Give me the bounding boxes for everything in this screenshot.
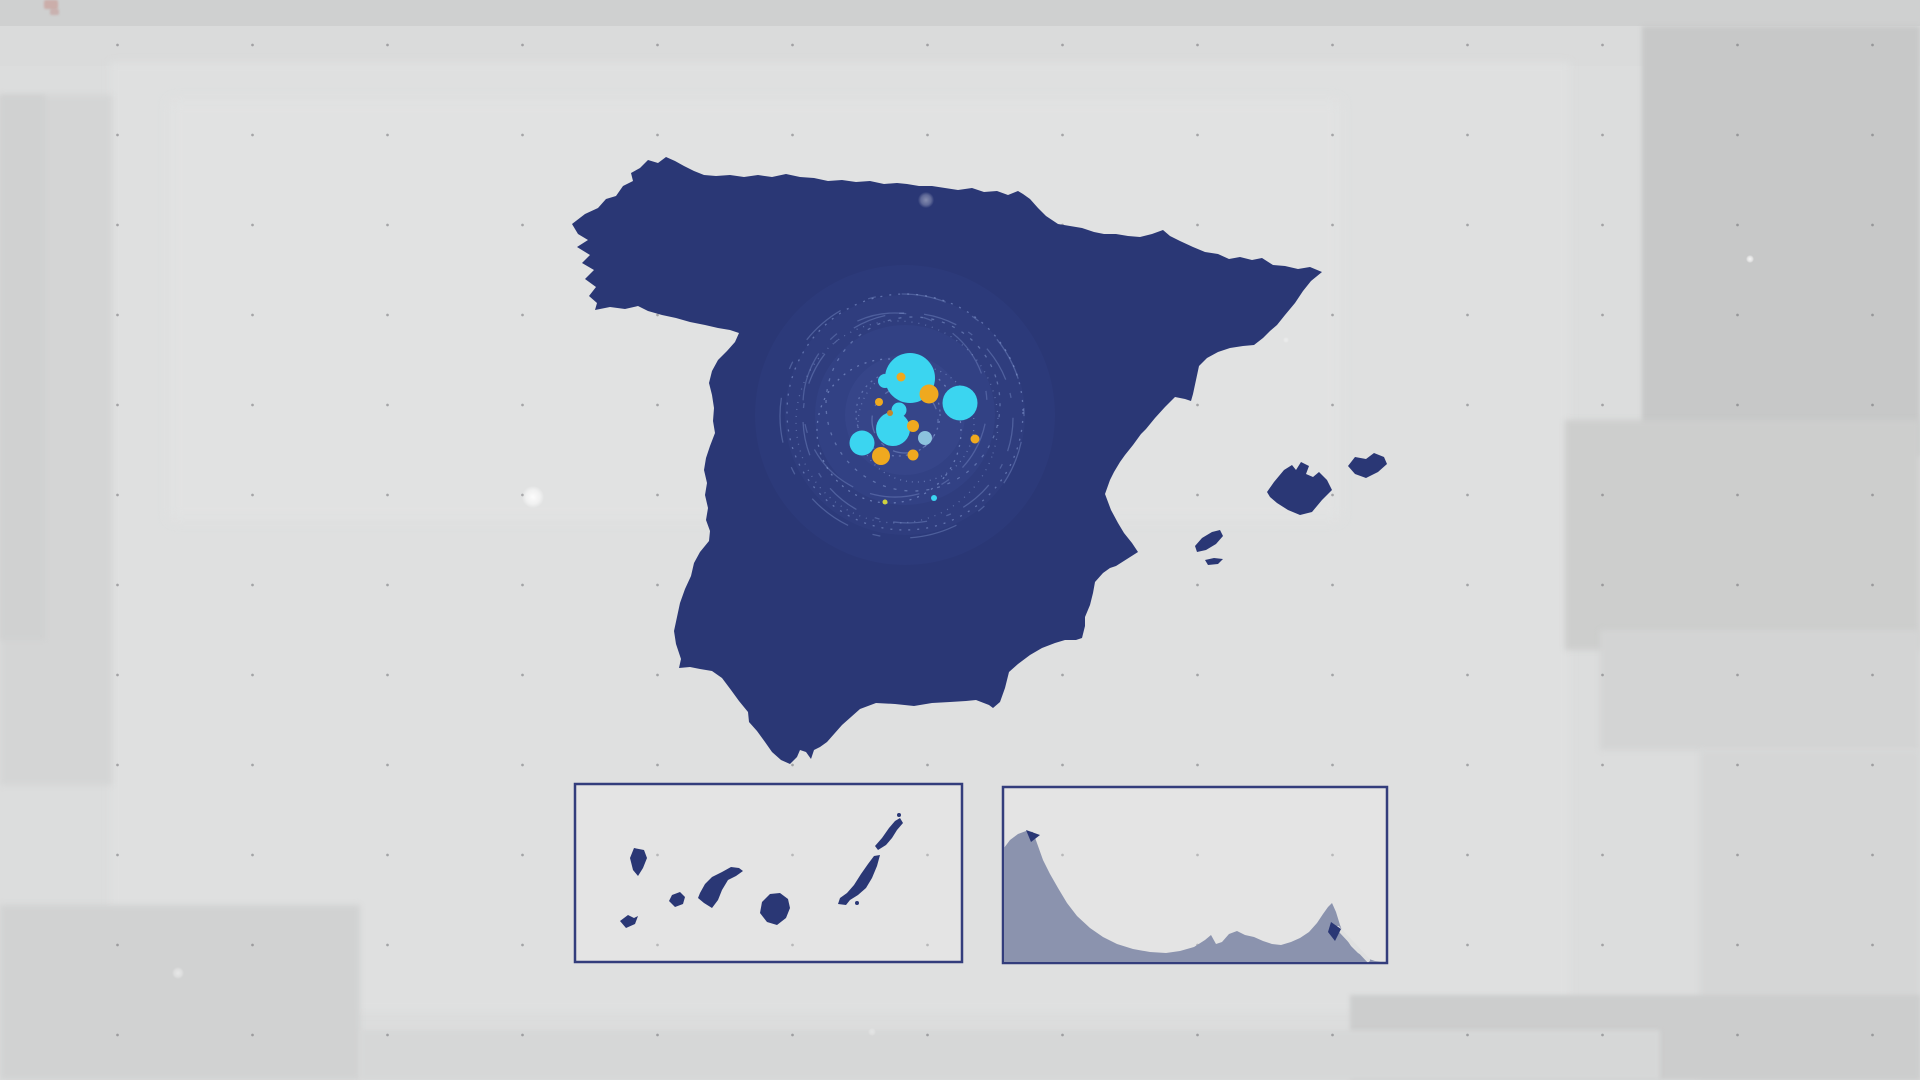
orbit-ring [816, 358, 962, 504]
map-marker-lime [882, 499, 888, 505]
map-marker-orange [875, 398, 883, 406]
map-marker-cyan [878, 374, 892, 388]
canary-islands-inset [573, 782, 964, 964]
ibiza-island [1195, 530, 1223, 552]
map-marker-orange [907, 420, 919, 432]
menorca-island [1348, 453, 1387, 478]
canary-inset-border [573, 782, 964, 964]
map-markers [849, 353, 980, 505]
map-marker-cyan [931, 495, 937, 501]
balearic-islands [1195, 453, 1387, 565]
la-palma-island [630, 848, 647, 876]
cluster-glow [755, 265, 1055, 565]
orbit-ring [857, 365, 975, 483]
mallorca-island [1267, 462, 1332, 515]
islet [897, 813, 901, 817]
orbit-ring [802, 312, 1014, 524]
coast-highlight-streak [1336, 926, 1370, 962]
formentera-island [1205, 558, 1223, 565]
tenerife-island [698, 867, 743, 908]
orbit-ring [795, 320, 999, 524]
el-hierro-island [620, 915, 638, 928]
map-marker-orange [896, 372, 906, 382]
fuerteventura-island [838, 855, 880, 905]
orbit-ring [779, 293, 1025, 539]
map-marker-amber [887, 410, 893, 416]
map-marker-cyan [849, 430, 875, 456]
spain-mainland-silhouette [572, 157, 1322, 764]
melilla-marker [1328, 922, 1341, 941]
north-africa-inset [1001, 785, 1389, 965]
orbit-ring [802, 312, 988, 498]
africa-coast-silhouette [1004, 831, 1386, 962]
orbit-rings [779, 293, 1025, 539]
ceuta-marker [1026, 830, 1040, 842]
map-marker-orange [919, 384, 939, 404]
map-marker-orange [970, 434, 980, 444]
map-marker-pale [918, 431, 932, 445]
map-marker-orange [907, 449, 919, 461]
la-gomera-island [669, 892, 685, 907]
orbit-ring [825, 316, 1001, 492]
islet [855, 901, 859, 905]
map-marker-cyan [942, 385, 978, 421]
map-marker-orange [872, 447, 890, 465]
lanzarote-island [875, 818, 903, 850]
map-marker-cyan [876, 412, 910, 446]
gran-canaria-island [760, 893, 790, 925]
orbit-ring [786, 293, 1024, 531]
